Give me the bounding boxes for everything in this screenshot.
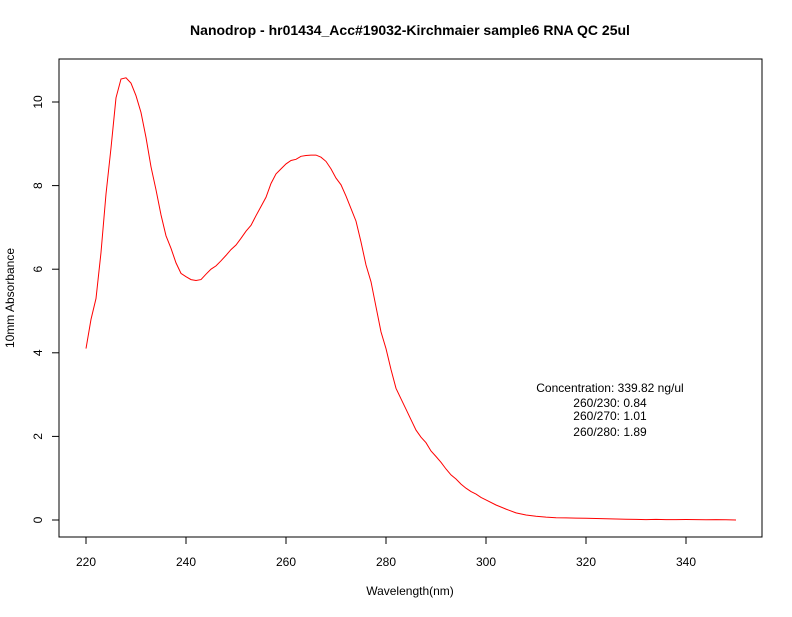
chart-title: Nanodrop - hr01434_Acc#19032-Kirchmaier … xyxy=(190,22,630,38)
y-axis: 0 2 4 6 8 10 xyxy=(31,95,59,523)
y-tick-label: 8 xyxy=(31,182,45,189)
x-tick-label: 320 xyxy=(576,555,596,569)
annotation-260-230: 260/230: 0.84 xyxy=(573,396,647,410)
y-tick-label: 6 xyxy=(31,266,45,273)
annotation-260-270: 260/270: 1.01 xyxy=(573,409,647,423)
x-tick-label: 280 xyxy=(376,555,396,569)
x-axis: 220 240 260 280 300 320 340 xyxy=(76,537,696,569)
y-axis-label: 10mm Absorbance xyxy=(3,248,17,348)
plot-frame xyxy=(58,58,763,538)
x-tick-label: 300 xyxy=(476,555,496,569)
y-tick-label: 10 xyxy=(31,95,45,109)
y-tick-label: 0 xyxy=(31,516,45,523)
annotation-concentration: Concentration: 339.82 ng/ul xyxy=(536,381,683,395)
x-tick-label: 340 xyxy=(676,555,696,569)
x-tick-label: 220 xyxy=(76,555,96,569)
y-tick-label: 4 xyxy=(31,349,45,356)
x-tick-label: 240 xyxy=(176,555,196,569)
x-axis-label: Wavelength(nm) xyxy=(366,584,454,598)
absorbance-series-line xyxy=(85,77,737,521)
annotation-block: Concentration: 339.82 ng/ul 260/230: 0.8… xyxy=(536,381,683,439)
y-tick-label: 2 xyxy=(31,433,45,440)
annotation-260-280: 260/280: 1.89 xyxy=(573,425,647,439)
x-tick-label: 260 xyxy=(276,555,296,569)
